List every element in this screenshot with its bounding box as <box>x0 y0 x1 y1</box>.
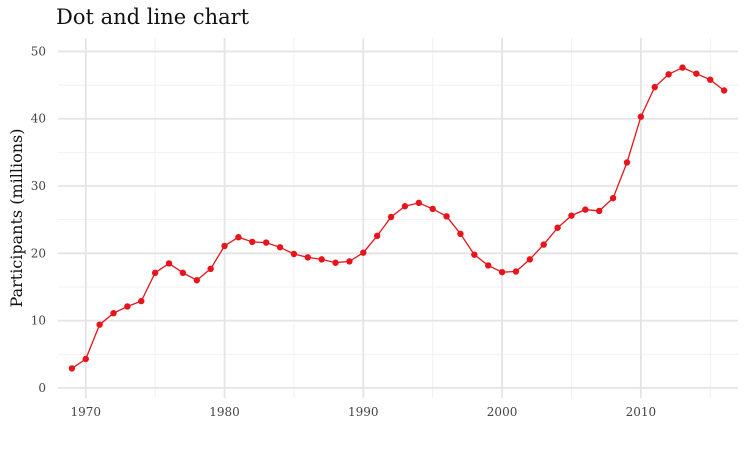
data-point <box>693 70 700 77</box>
data-point <box>582 206 589 213</box>
data-point <box>221 242 228 250</box>
data-point <box>665 71 672 78</box>
x-tick-label: 1970 <box>70 405 101 419</box>
x-tick-label: 1980 <box>209 405 240 419</box>
data-point <box>415 199 423 207</box>
data-point <box>651 83 658 91</box>
data-point <box>207 265 214 273</box>
data-point <box>387 213 395 221</box>
chart-title: Dot and line chart <box>56 5 250 29</box>
data-point <box>609 194 617 202</box>
data-point <box>707 76 714 83</box>
data-point <box>151 269 159 277</box>
data-point <box>373 232 381 240</box>
data-point <box>679 64 686 71</box>
data-point <box>332 259 339 266</box>
x-tick-label: 2010 <box>626 405 657 419</box>
data-point <box>568 212 575 219</box>
data-point <box>304 254 311 261</box>
y-tick-label: 0 <box>38 381 46 395</box>
data-point <box>512 268 520 275</box>
data-point <box>401 203 409 210</box>
y-tick-label: 10 <box>31 314 46 328</box>
data-point <box>262 239 270 246</box>
data-point <box>235 233 242 241</box>
y-tick-label: 20 <box>31 246 46 260</box>
y-tick-label: 50 <box>31 44 46 58</box>
data-point <box>290 250 298 258</box>
data-point <box>138 297 145 305</box>
data-point <box>429 205 436 213</box>
data-point <box>526 256 534 263</box>
data-point <box>443 213 450 220</box>
data-point <box>68 365 76 372</box>
data-point <box>276 244 284 251</box>
data-point <box>471 251 478 258</box>
data-point <box>498 268 506 276</box>
data-point <box>360 249 367 256</box>
data-point <box>179 269 187 277</box>
data-point <box>82 355 89 363</box>
data-point <box>623 159 631 166</box>
data-point <box>540 241 547 248</box>
data-point <box>249 238 256 246</box>
x-tick-label: 1990 <box>348 405 379 419</box>
series-line <box>71 66 725 369</box>
data-point <box>346 258 353 265</box>
data-point <box>318 256 325 263</box>
data-point <box>110 310 117 317</box>
y-tick-label: 30 <box>31 179 46 193</box>
y-tick-label: 40 <box>31 112 46 126</box>
data-point <box>596 207 603 215</box>
data-point <box>720 87 728 94</box>
data-point <box>637 113 645 120</box>
data-point <box>554 224 561 231</box>
data-point <box>457 230 464 238</box>
data-point <box>165 260 173 267</box>
data-point <box>124 303 131 310</box>
data-point <box>193 277 200 284</box>
x-tick-label: 2000 <box>487 405 518 419</box>
y-axis-title: Participants (millions) <box>7 129 26 308</box>
data-point <box>96 321 103 328</box>
data-point <box>485 262 492 269</box>
